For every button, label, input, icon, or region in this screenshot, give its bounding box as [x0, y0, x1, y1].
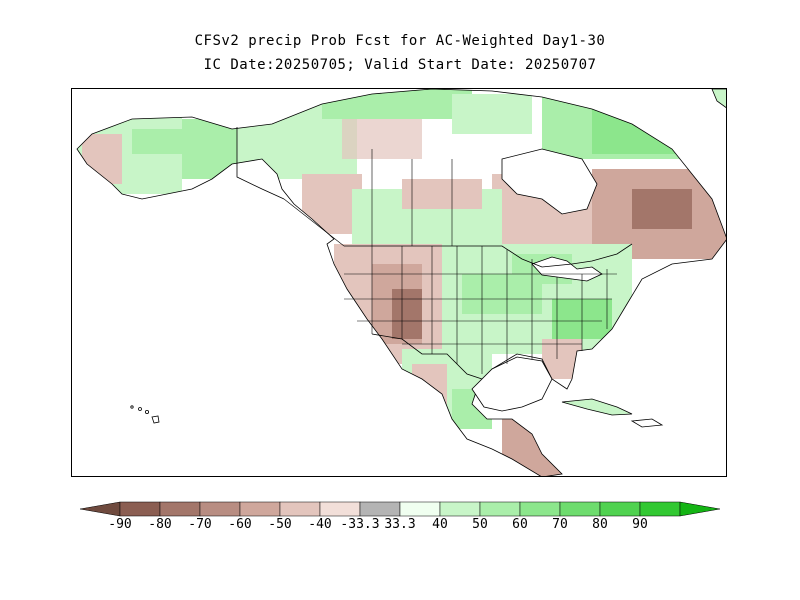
colorbar-bin [639, 501, 681, 517]
us-mexico-border [371, 333, 483, 380]
colorbar-tick-label: -70 [188, 517, 212, 532]
colorbar-bin [439, 501, 481, 517]
gulf-of-mexico [471, 356, 553, 412]
map-title-line-2: IC Date:20250705; Valid Start Date: 2025… [203, 57, 597, 73]
cuba-island [561, 398, 633, 416]
north-america-map [76, 89, 726, 476]
colorbar-tick-label: 50 [472, 517, 488, 532]
colorbar-bin [519, 501, 561, 517]
colorbar-bin [559, 501, 601, 517]
hawaii-islands [130, 405, 160, 424]
coastline [76, 89, 726, 476]
colorbar-tick-label: 90 [632, 517, 648, 532]
colorbar-bin [359, 501, 401, 517]
colorbar-tick-label: -60 [228, 517, 252, 532]
colorbar-tick-label: -50 [268, 517, 292, 532]
colorbar-bin [239, 501, 281, 517]
colorbar-bin [319, 501, 361, 517]
colorbar-tick-label: -90 [108, 517, 132, 532]
colorbar-arrow-right [679, 501, 721, 517]
canada-province-borders [283, 149, 453, 247]
colorbar-bin [159, 501, 201, 517]
hispaniola-island [630, 418, 664, 428]
colorbar-bin [119, 501, 161, 517]
map-panel [71, 88, 727, 477]
greenland-fragment [711, 89, 726, 109]
canada-us-border [344, 243, 633, 268]
colorbar-tick-label: 80 [592, 517, 608, 532]
colorbar-bin [399, 501, 441, 517]
colorbar-arrow-left [79, 501, 121, 517]
alaska-canada-border [236, 127, 285, 200]
colorbar-tick-label: 40 [432, 517, 448, 532]
colorbar-bin [279, 501, 321, 517]
colorbar-tick-label: 60 [512, 517, 528, 532]
colorbar-bin [599, 501, 641, 517]
colorbar-bin [199, 501, 241, 517]
colorbar-tick-label: 70 [552, 517, 568, 532]
colorbar-bin [479, 501, 521, 517]
colorbar-tick-label: -40 [308, 517, 332, 532]
us-state-borders [344, 246, 617, 374]
colorbar-tick-label: -33.3 [340, 517, 380, 532]
colorbar-tick-label: -80 [148, 517, 172, 532]
map-title-line-1: CFSv2 precip Prob Fcst for AC-Weighted D… [194, 33, 606, 49]
hudson-bay [501, 148, 598, 215]
precip-probability-shading [77, 89, 726, 476]
colorbar-tick-label: 33.3 [384, 517, 416, 532]
